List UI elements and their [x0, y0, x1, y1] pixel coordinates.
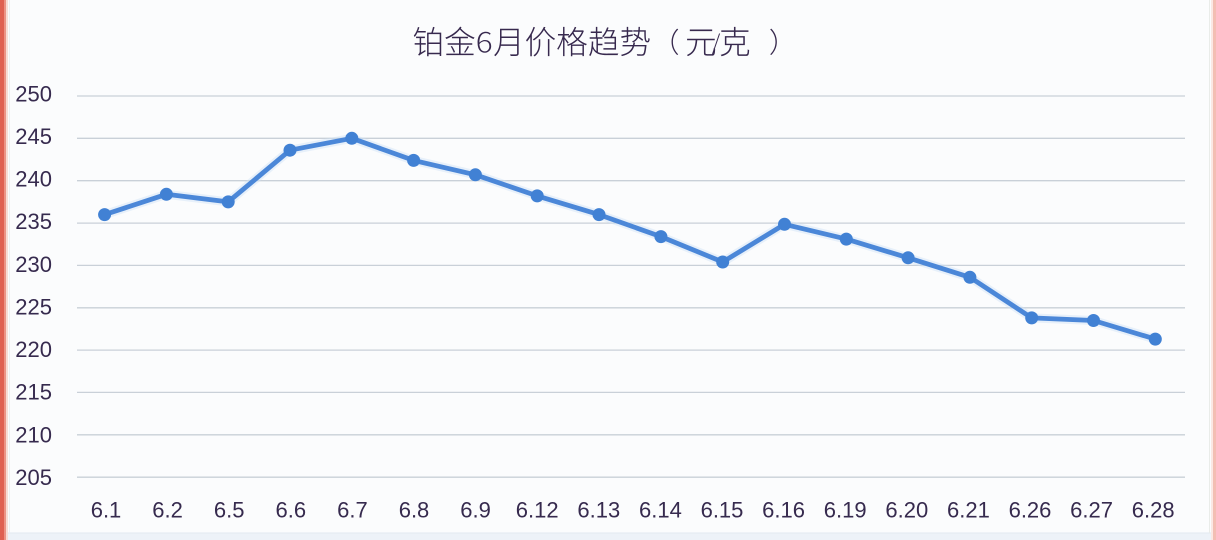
svg-text:6.20: 6.20 — [885, 498, 928, 523]
svg-text:6.13: 6.13 — [577, 498, 620, 523]
svg-text:215: 215 — [15, 380, 52, 405]
svg-text:6.14: 6.14 — [639, 498, 682, 523]
svg-text:6.28: 6.28 — [1132, 498, 1175, 523]
svg-text:205: 205 — [15, 465, 52, 490]
svg-text:6.12: 6.12 — [516, 498, 559, 523]
svg-text:6.1: 6.1 — [91, 498, 122, 523]
svg-text:240: 240 — [15, 167, 52, 192]
svg-text:210: 210 — [15, 422, 52, 447]
svg-text:6.16: 6.16 — [762, 498, 805, 523]
svg-text:225: 225 — [15, 294, 52, 319]
svg-text:230: 230 — [15, 252, 52, 277]
svg-text:6.27: 6.27 — [1070, 498, 1113, 523]
svg-text:220: 220 — [15, 337, 52, 362]
svg-text:235: 235 — [15, 209, 52, 234]
svg-text:6.21: 6.21 — [947, 498, 990, 523]
svg-text:6.15: 6.15 — [701, 498, 744, 523]
svg-text:6.19: 6.19 — [824, 498, 867, 523]
svg-text:245: 245 — [15, 124, 52, 149]
svg-text:6.8: 6.8 — [399, 498, 430, 523]
svg-text:250: 250 — [15, 81, 52, 106]
svg-text:6.26: 6.26 — [1009, 498, 1052, 523]
svg-text:6.9: 6.9 — [460, 498, 491, 523]
svg-text:6.6: 6.6 — [276, 498, 307, 523]
svg-text:6.5: 6.5 — [214, 498, 245, 523]
svg-text:6.7: 6.7 — [337, 498, 368, 523]
svg-text:6.2: 6.2 — [152, 498, 183, 523]
